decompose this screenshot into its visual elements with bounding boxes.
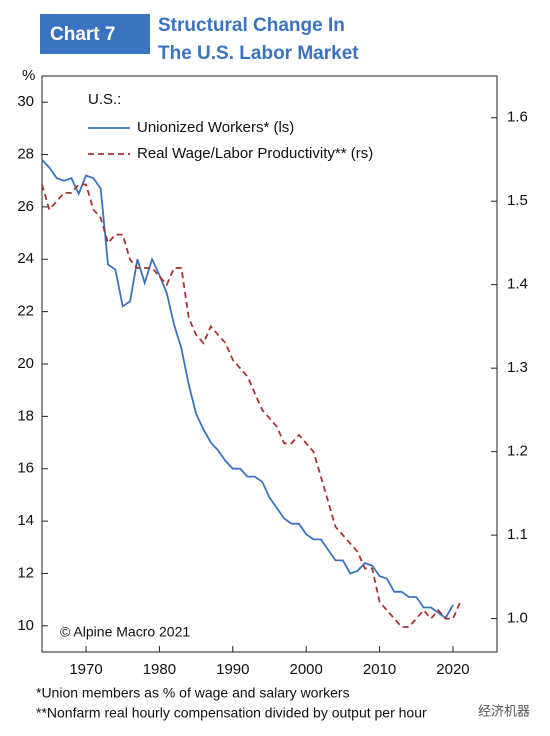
annotation: © Alpine Macro 2021 [60,624,190,640]
x-tick-label: 2020 [436,661,469,678]
y2-tick-label: 1.2 [507,443,528,460]
y-tick-label: 30 [17,93,34,110]
y-tick-label: 26 [17,198,34,215]
y-tick-label: 12 [17,564,34,581]
x-tick-label: 2000 [290,661,323,678]
plot-frame [41,75,498,653]
chart-title: Structural Change In [158,15,345,36]
x-tick-label: 1970 [69,661,102,678]
y2-tick-label: 1.3 [507,359,528,376]
y2-tick-label: 1.0 [507,610,528,627]
y-tick-label: 18 [17,407,34,424]
x-tick-label: 1990 [216,661,249,678]
data-line [41,159,454,620]
y-tick-label: 22 [17,303,34,320]
y-unit: % [22,67,35,84]
x-tick-label: 1980 [143,661,176,678]
y2-tick-label: 1.6 [507,109,528,126]
y-tick-label: 14 [17,512,34,529]
footnote: **Nonfarm real hourly compensation divid… [36,705,427,721]
legend-label: Real Wage/Labor Productivity** (rs) [137,145,373,162]
y-tick-label: 10 [17,617,34,634]
y-tick-label: 20 [17,355,34,372]
footnote: *Union members as % of wage and salary w… [36,685,350,701]
chart-title: The U.S. Labor Market [158,43,359,64]
chart-badge [40,14,150,54]
data-line [41,183,462,628]
legend-title: U.S.: [88,91,121,108]
legend-label: Unionized Workers* (ls) [137,119,294,136]
chart-label: Chart 7 [50,24,115,45]
y-tick-label: 24 [17,250,34,267]
y2-tick-label: 1.4 [507,276,528,293]
y-tick-label: 16 [17,460,34,477]
watermark: 经济机器 [478,703,530,718]
y2-tick-label: 1.5 [507,192,528,209]
y2-tick-label: 1.1 [507,526,528,543]
y-tick-label: 28 [17,146,34,163]
x-tick-label: 2010 [363,661,396,678]
